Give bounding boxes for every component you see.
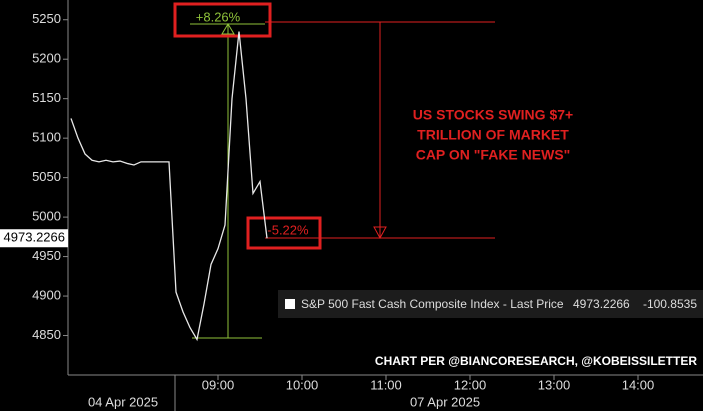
legend-change: -100.8535 [643,297,697,311]
last-value-tag [0,229,68,248]
legend [278,290,703,318]
legend-swatch [285,299,295,309]
y-tick-label: 5100 [32,130,61,145]
headline-line: TRILLION OF MARKET [417,127,569,143]
headline-line: US STOCKS SWING $7+ [413,107,573,123]
day-label: 07 Apr 2025 [410,394,480,409]
day-label: 04 Apr 2025 [88,394,158,409]
x-tick-label: 10:00 [286,377,319,392]
up-arrow [221,23,235,35]
credit: CHART PER @BIANCORESEARCH, @KOBEISSILETT… [375,354,697,368]
y-tick-label: 5200 [32,51,61,66]
x-tick-label: 11:00 [370,377,402,392]
loss-label: -5.22% [267,222,309,237]
headline-line: CAP ON "FAKE NEWS" [416,147,571,163]
y-tick-label: 5250 [32,11,61,26]
legend-label: S&P 500 Fast Cash Composite Index - Last… [301,297,564,311]
y-tick-label: 5050 [32,169,61,184]
price-line [70,31,268,342]
loss-box [246,216,322,250]
gain-label: +8.26% [196,9,241,24]
y-tick-label: 4950 [32,248,61,263]
down-arrow [373,226,387,240]
x-tick-label: 14:00 [622,377,655,392]
x-tick-label: 12:00 [454,377,487,392]
x-tick-label: 09:00 [202,377,235,392]
legend-price: 4973.2266 [573,297,630,311]
y-tick-label: 5000 [32,209,61,224]
y-tick-label: 4850 [32,327,61,342]
x-tick-label: 13:00 [538,377,571,392]
y-tick-label: 4900 [32,287,61,302]
gain-box [173,2,272,38]
headline: US STOCKS SWING $7+ TRILLION OF MARKET CAP… [413,107,573,163]
last-value-label: 4973.2266 [4,230,65,245]
y-tick-label: 5150 [32,90,61,105]
